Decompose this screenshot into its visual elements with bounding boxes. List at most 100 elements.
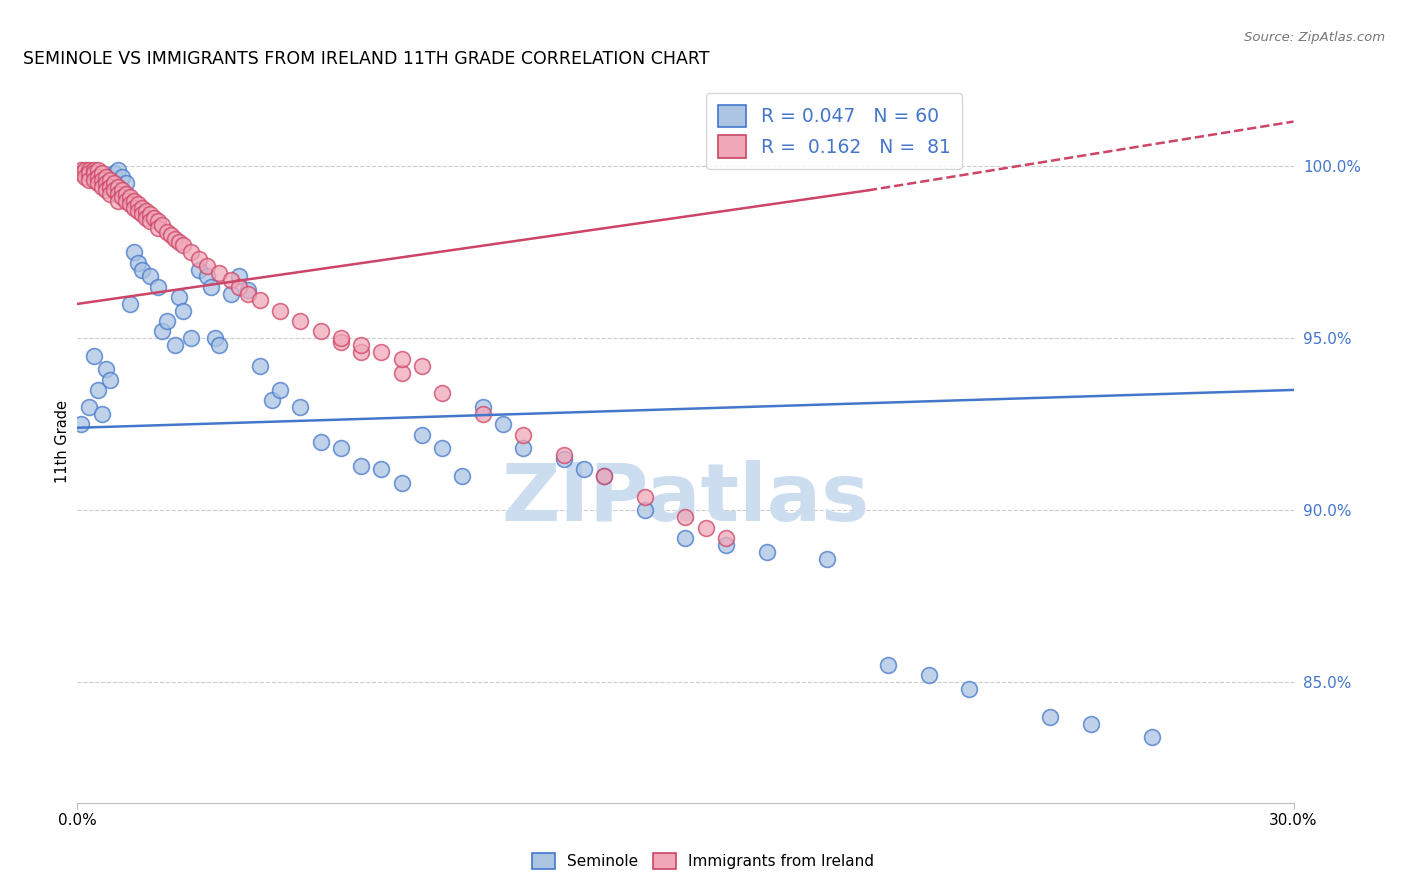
Point [98,173,121,187]
Point [122,245,145,260]
Point [180,331,202,345]
Point [957,682,980,697]
Point [309,325,332,339]
Point [79,162,101,177]
Point [1140,731,1163,745]
Point [236,286,259,301]
Point [131,207,153,221]
Point [111,169,134,184]
Point [98,186,121,201]
Point [118,297,141,311]
Point [350,458,373,473]
Point [329,442,352,456]
Point [512,442,534,456]
Point [70,162,93,177]
Point [290,400,312,414]
Point [714,531,737,545]
Point [90,166,112,180]
Point [139,269,162,284]
Point [350,338,373,352]
Point [370,345,392,359]
Point [634,490,657,504]
Point [714,538,737,552]
Point [148,279,170,293]
Point [83,166,105,180]
Point [195,269,218,284]
Point [152,325,174,339]
Point [350,345,373,359]
Point [269,383,291,397]
Point [90,180,112,194]
Point [79,173,101,187]
Point [131,201,153,215]
Point [115,177,138,191]
Point [115,194,138,208]
Point [107,162,129,177]
Point [593,469,616,483]
Text: ZIPatlas: ZIPatlas [502,460,869,539]
Point [228,269,250,284]
Point [208,266,231,280]
Point [260,393,283,408]
Point [94,169,117,184]
Point [122,201,145,215]
Point [411,427,433,442]
Text: Source: ZipAtlas.com: Source: ZipAtlas.com [1244,31,1385,45]
Point [127,204,149,219]
Y-axis label: 11th Grade: 11th Grade [55,400,70,483]
Point [107,194,129,208]
Point [329,331,352,345]
Point [200,279,222,293]
Point [593,469,616,483]
Point [118,197,141,211]
Point [553,451,575,466]
Point [172,303,194,318]
Point [131,262,153,277]
Point [675,531,697,545]
Point [103,183,125,197]
Point [139,214,162,228]
Point [70,166,93,180]
Point [188,252,211,267]
Point [90,407,112,421]
Point [391,366,413,380]
Point [195,259,218,273]
Point [249,293,271,308]
Point [86,169,108,184]
Point [98,180,121,194]
Point [86,177,108,191]
Point [115,186,138,201]
Point [79,400,101,414]
Point [1080,716,1102,731]
Point [492,417,515,432]
Point [139,207,162,221]
Point [167,290,190,304]
Point [228,279,250,293]
Point [430,386,453,401]
Point [391,475,413,490]
Point [208,338,231,352]
Point [111,183,134,197]
Point [148,221,170,235]
Point [148,214,170,228]
Point [391,351,413,366]
Point [143,211,166,225]
Point [451,469,474,483]
Point [236,283,259,297]
Point [204,331,226,345]
Point [329,334,352,349]
Point [269,303,291,318]
Point [83,349,105,363]
Point [877,658,900,673]
Point [695,520,717,534]
Point [152,218,174,232]
Point [755,544,778,558]
Point [370,462,392,476]
Point [83,173,105,187]
Point [86,383,108,397]
Point [135,211,157,225]
Point [159,228,181,243]
Point [180,245,202,260]
Point [188,262,211,277]
Point [94,362,117,376]
